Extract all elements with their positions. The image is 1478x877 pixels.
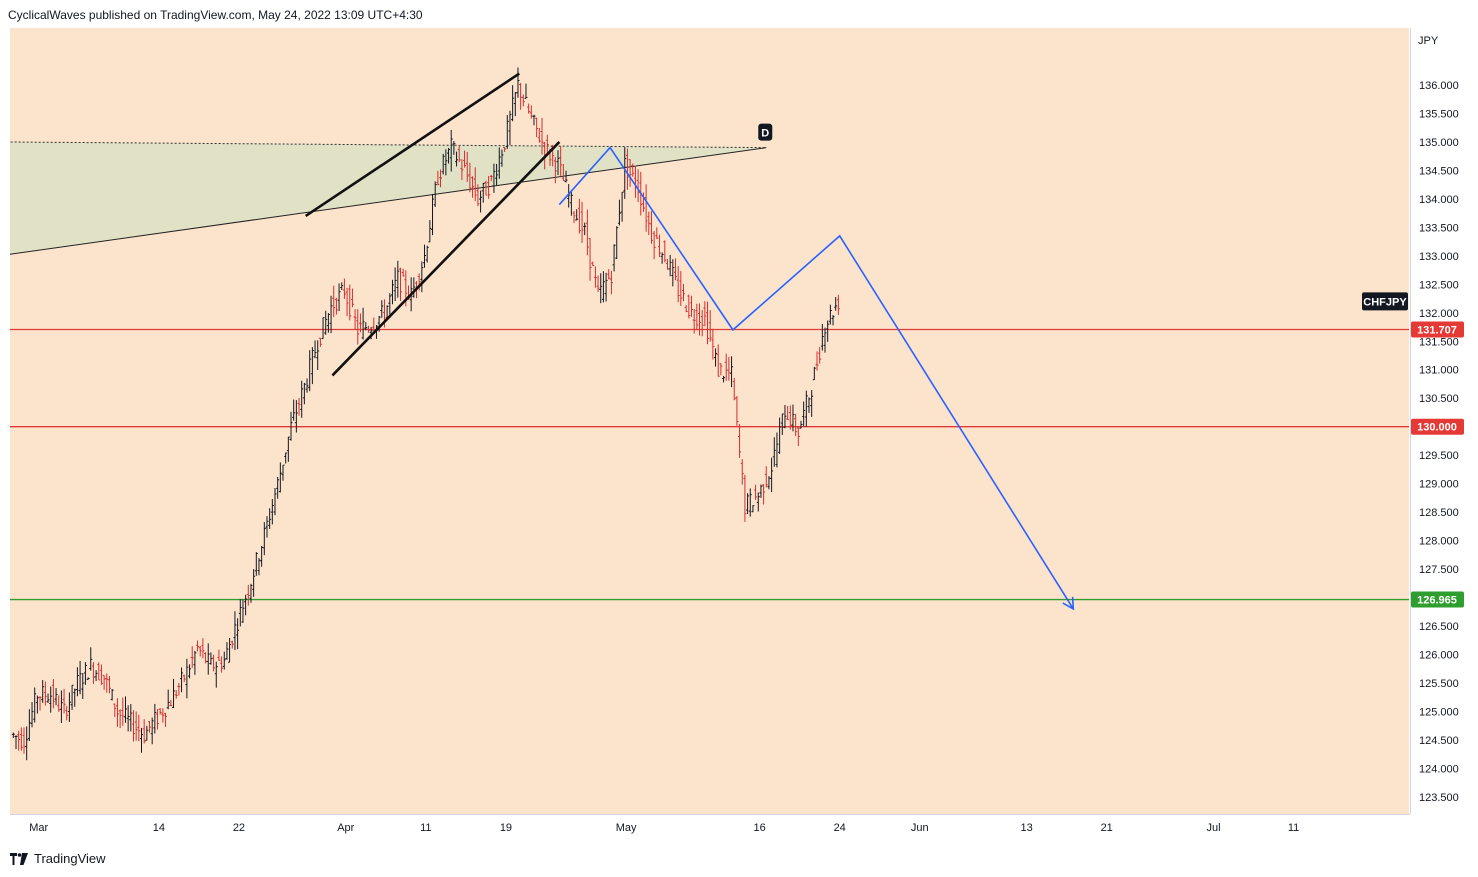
x-tick-label: 13 xyxy=(1020,822,1032,834)
point-label-text: D xyxy=(761,128,769,140)
y-tick-label: 129.000 xyxy=(1419,479,1459,491)
y-tick-label: 128.000 xyxy=(1419,536,1459,548)
y-tick-label: 135.000 xyxy=(1419,137,1459,149)
x-tick-label: 21 xyxy=(1101,822,1113,834)
y-tick-label: 128.500 xyxy=(1419,507,1459,519)
y-tick-label: 123.500 xyxy=(1419,792,1459,804)
y-tick-label: 134.500 xyxy=(1419,165,1459,177)
level-price-label: 130.000 xyxy=(1417,422,1457,434)
y-tick-label: 136.000 xyxy=(1419,80,1459,92)
level-price-badge xyxy=(1411,321,1464,338)
channel-fill xyxy=(10,141,767,255)
y-tick-label: 124.000 xyxy=(1419,763,1459,775)
projection-path xyxy=(558,146,1075,610)
x-tick-label: 19 xyxy=(500,822,512,834)
y-tick-label: 132.500 xyxy=(1419,279,1459,291)
wedge-lower-line xyxy=(331,141,561,377)
y-tick-label: 133.500 xyxy=(1419,222,1459,234)
y-tick-label: 126.500 xyxy=(1419,621,1459,633)
level-price-label: 126.965 xyxy=(1417,595,1457,607)
y-tick-label: 129.500 xyxy=(1419,450,1459,462)
level-price-label: 131.707 xyxy=(1417,324,1457,336)
y-tick-label: 131.000 xyxy=(1419,365,1459,377)
y-tick-label: 125.500 xyxy=(1419,678,1459,690)
tradingview-logo-icon xyxy=(10,852,28,865)
channel-bottom-line xyxy=(10,147,767,255)
x-tick-label: 16 xyxy=(753,822,765,834)
symbol-label: CHFJPY xyxy=(1363,296,1407,308)
y-tick-label: 126.000 xyxy=(1419,650,1459,662)
time-axis[interactable] xyxy=(10,814,1410,843)
y-tick-label: 124.500 xyxy=(1419,735,1459,747)
x-tick-label: 14 xyxy=(153,822,165,834)
x-tick-label: Apr xyxy=(337,822,354,834)
level-price-badge xyxy=(1411,418,1464,435)
x-tick-label: May xyxy=(616,822,637,834)
level-price-badge xyxy=(1411,591,1464,608)
point-label-badge xyxy=(758,123,773,141)
y-tick-label: 131.500 xyxy=(1419,336,1459,348)
x-tick-label: 22 xyxy=(233,822,245,834)
projection-arrowhead xyxy=(1062,596,1075,611)
x-tick-label: Mar xyxy=(29,822,48,834)
price-axis-currency: JPY xyxy=(1418,35,1439,47)
footer-brand: TradingView xyxy=(34,851,106,866)
symbol-badge xyxy=(1362,292,1408,311)
y-tick-label: 134.000 xyxy=(1419,194,1459,206)
y-tick-label: 135.500 xyxy=(1419,108,1459,120)
y-tick-label: 127.500 xyxy=(1419,564,1459,576)
y-tick-label: 125.000 xyxy=(1419,706,1459,718)
x-tick-label: Jun xyxy=(911,822,929,834)
footer: TradingView xyxy=(10,851,106,866)
x-tick-label: 24 xyxy=(834,822,846,834)
y-tick-label: 130.500 xyxy=(1419,393,1459,405)
x-tick-label: Jul xyxy=(1206,822,1220,834)
x-tick-label: 11 xyxy=(1288,822,1299,834)
y-tick-label: 132.000 xyxy=(1419,308,1459,320)
x-tick-label: 11 xyxy=(420,822,431,834)
wedge-upper-line xyxy=(304,72,521,218)
y-tick-label: 133.000 xyxy=(1419,251,1459,263)
publisher-header: CyclicalWaves published on TradingView.c… xyxy=(8,8,423,22)
